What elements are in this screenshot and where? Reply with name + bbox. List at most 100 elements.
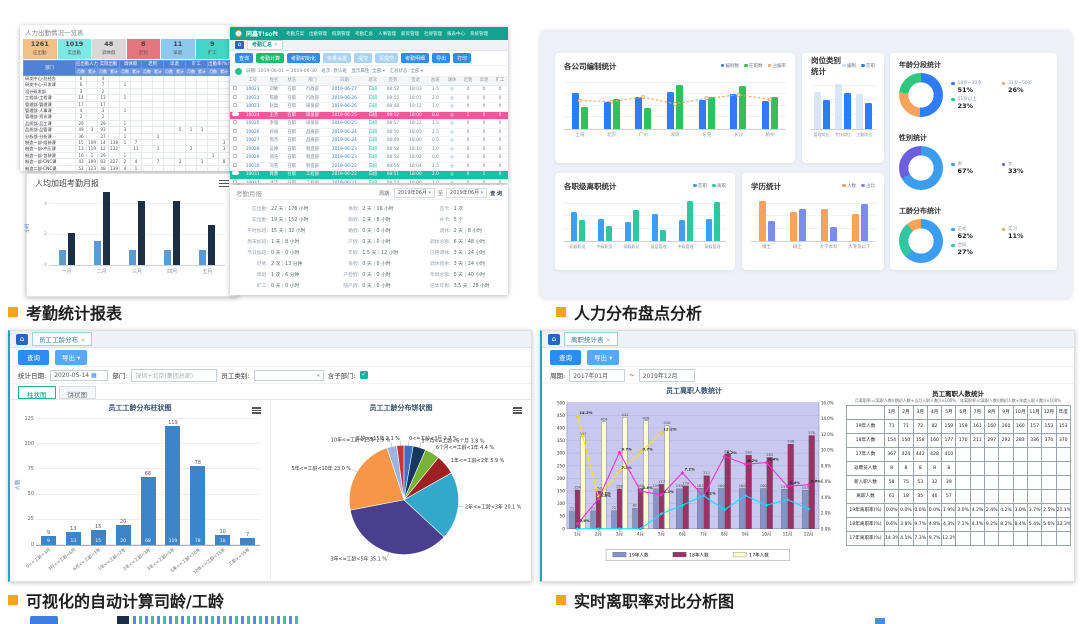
- menu-item[interactable]: 考勤汇总: [355, 31, 374, 37]
- td-gc2: 在职: [283, 128, 301, 137]
- menu-item[interactable]: 假期管理: [332, 31, 351, 37]
- checkbox[interactable]: [233, 154, 238, 158]
- toolbar-button[interactable]: 考勤明细: [401, 53, 430, 63]
- menu-item[interactable]: 报表中心: [447, 31, 466, 37]
- toolbar-button[interactable]: 批量设置: [323, 53, 352, 63]
- text: 200: [557, 476, 565, 482]
- overtime-chart-card: 人均加班考勤月报 0 2 4 一月 二月 三月 四月 五月 小时: [26, 173, 238, 297]
- checkbox[interactable]: [233, 162, 238, 167]
- checkbox[interactable]: [233, 120, 238, 124]
- export-button[interactable]: 导出 ▾: [55, 349, 88, 365]
- text: 6.0%: [821, 479, 831, 484]
- period-to-select[interactable]: 2019年06月 ▾: [446, 188, 488, 198]
- td-gc4: 2019-06-26: [324, 102, 365, 112]
- bar: 78: [190, 466, 206, 545]
- report-item: 事假: 2 天｜16 小时: [327, 203, 410, 214]
- toolbar-button[interactable]: 导出: [432, 53, 451, 63]
- query-button[interactable]: 查询: [18, 349, 49, 365]
- checkbox[interactable]: [233, 94, 238, 99]
- date-input[interactable]: 2020-05-14 ▦: [50, 369, 109, 381]
- type-select[interactable]: ▾: [253, 369, 324, 381]
- toolbar-button[interactable]: 打印: [453, 53, 472, 63]
- menu-item[interactable]: 人事管理: [378, 31, 397, 37]
- toolbar-button[interactable]: 查询: [235, 53, 254, 63]
- menu-item[interactable]: 薪资管理: [401, 31, 420, 37]
- td: [196, 151, 209, 160]
- dept-input[interactable]: 深圳+北京(集团总部): [131, 368, 218, 382]
- checkbox[interactable]: [233, 103, 238, 107]
- checkbox[interactable]: [233, 179, 238, 183]
- turnover-table: 1月 2月 3月 4月 5月 6月 7月 8月 9月 10月 11月 12月 年度 19年人数 71 71 72…: [846, 405, 1071, 546]
- td-gc5: 白班: [364, 128, 382, 137]
- span-rv: 1.5 天｜12 小时: [362, 251, 399, 256]
- sheet-row: 品质部-品管课 49 3 93 3 5 1 1: [23, 126, 231, 134]
- bar: [643, 420, 649, 529]
- td-gc4: 2019-06-24: [324, 128, 365, 137]
- td-lab: 19年人数: [846, 419, 885, 434]
- toggle[interactable]: [231, 111, 239, 116]
- panel-attendance-report: 人力出勤情况一览表 1261 应出勤 1019 实出勤 48 调休假 8 迟到 11 早退 9 旷工 …: [8, 25, 508, 297]
- caption-attendance: 考勤统计报表: [8, 300, 122, 324]
- checkbox[interactable]: [233, 128, 238, 133]
- toolbar-button[interactable]: 反提交: [375, 53, 399, 63]
- td: 18: [898, 489, 914, 504]
- td-gc2: 在职: [283, 94, 301, 103]
- close-icon[interactable]: ×: [605, 336, 611, 344]
- toggle[interactable]: [231, 171, 239, 175]
- span-rk: 应出勤:: [251, 207, 268, 212]
- toolbar-button[interactable]: 考勤初始化: [287, 53, 321, 63]
- home-icon[interactable]: ⌂: [548, 333, 560, 345]
- close-icon[interactable]: ×: [80, 336, 86, 344]
- menu-item[interactable]: 系统管理: [470, 31, 489, 37]
- close-icon[interactable]: ×: [273, 42, 278, 48]
- text: 0<=工龄<3月 2.7 %: [409, 435, 458, 442]
- text: 10月: [762, 531, 772, 537]
- checkbox[interactable]: [233, 86, 238, 90]
- td: 7.1%: [955, 517, 971, 532]
- x-label: 专技岗位: [834, 132, 851, 137]
- td-gc12: 0: [491, 170, 508, 180]
- grid-header: 调休: [444, 77, 461, 86]
- td-gc0: 10023: [240, 102, 265, 112]
- bar: [771, 96, 779, 129]
- checkbox[interactable]: [233, 145, 238, 150]
- toolbar-button[interactable]: 考勤计算: [256, 53, 285, 63]
- td-gc4: 2019-06-22: [324, 170, 365, 180]
- rect: [701, 493, 706, 498]
- export-button[interactable]: 导出 ▾: [587, 349, 620, 365]
- kpi-cell: 1261 应出勤: [23, 39, 57, 59]
- rect: [785, 497, 790, 502]
- period-to-input[interactable]: 2019年12月: [638, 368, 695, 382]
- period-from-select[interactable]: 2019年06月 ▾: [393, 188, 436, 198]
- toolbar-button[interactable]: 提交: [354, 53, 373, 63]
- tab-attendance-summary[interactable]: 考勤汇总 ×: [247, 40, 283, 50]
- menu-icon[interactable]: [219, 179, 229, 189]
- search-button[interactable]: 查 询: [490, 190, 502, 197]
- menu-item[interactable]: 出勤管理: [309, 31, 328, 37]
- td-gc5: 白班: [364, 94, 382, 103]
- bar-inner-label: 15: [95, 539, 102, 544]
- td: 57: [941, 489, 957, 504]
- menu-item[interactable]: 社保管理: [424, 31, 443, 37]
- tab-pie-chart[interactable]: 饼状图: [58, 386, 96, 399]
- checkbox[interactable]: [233, 137, 238, 141]
- menu-icon[interactable]: [513, 406, 522, 415]
- home-icon[interactable]: ⌂: [16, 333, 28, 345]
- menu-icon[interactable]: [252, 406, 261, 415]
- checkbox-checked[interactable]: ✓: [359, 371, 368, 379]
- chart-type-tabs: 柱状图 饼状图: [10, 384, 531, 400]
- period-from-input[interactable]: 2017年01月: [569, 368, 626, 382]
- add-icon[interactable]: [235, 67, 242, 75]
- query-button[interactable]: 查询: [550, 349, 581, 365]
- y-tick-label: 25: [27, 516, 34, 523]
- polyline: [577, 451, 809, 525]
- tab-bar-chart[interactable]: 柱状图: [18, 386, 56, 399]
- td-cbc: [230, 153, 241, 163]
- home-icon[interactable]: ⌂: [235, 41, 244, 49]
- gridline: [811, 99, 875, 100]
- tab-turnover-stats[interactable]: 离职统计表 ×: [564, 332, 618, 346]
- menu-item[interactable]: 考勤方案: [286, 31, 305, 37]
- td-lab: 返聘员人数: [846, 461, 885, 476]
- tab-tenure-distribution[interactable]: 员工工龄分布 ×: [32, 332, 93, 346]
- legend: 在职 离职: [693, 183, 726, 189]
